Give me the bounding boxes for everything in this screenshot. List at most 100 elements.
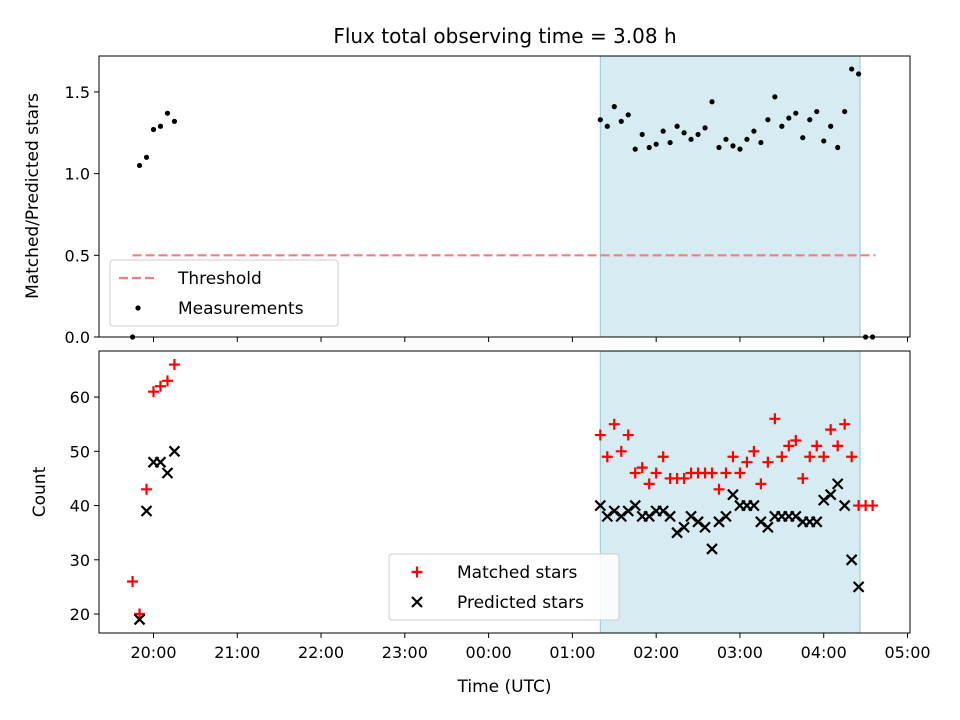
- predicted-star-point: [713, 516, 725, 528]
- matched-star-point: [776, 451, 788, 463]
- matched-star-point: [720, 467, 732, 479]
- x-tick-label: 00:00: [466, 643, 512, 662]
- legend-box: [109, 259, 339, 327]
- measurement-point: [751, 128, 757, 134]
- measurement-point: [772, 94, 778, 100]
- legend-measurement-swatch: [135, 305, 141, 311]
- y-tick-label: 40: [70, 497, 90, 516]
- measurement-point: [164, 110, 171, 116]
- matched-star-point: [594, 429, 606, 441]
- matched-star-point: [706, 467, 718, 479]
- x-tick-label: 01:00: [549, 643, 595, 662]
- predicted-star-point: [168, 445, 181, 458]
- matched-star-point: [622, 429, 634, 441]
- matched-star-point: [678, 472, 690, 484]
- axes-frame: [98, 55, 911, 338]
- measurement-point: [604, 123, 610, 129]
- matched-star-point: [615, 445, 627, 457]
- y-tick-label: 30: [70, 551, 90, 570]
- legend-box: [388, 553, 620, 621]
- measurement-point: [730, 143, 736, 149]
- matched-star-point: [650, 467, 662, 479]
- matched-star-point: [846, 451, 858, 463]
- predicted-star-point: [748, 499, 760, 512]
- matched-star-point: [818, 451, 830, 463]
- measurement-point: [856, 71, 862, 77]
- matched-star-point: [748, 445, 760, 457]
- series-predicted-stars: [133, 445, 865, 626]
- y-tick-label: 1.5: [65, 83, 90, 102]
- legend-predicted-swatch: [411, 596, 423, 608]
- matched-star-point: [839, 418, 851, 430]
- x-tick-label: 02:00: [633, 643, 679, 662]
- axes-frame: [98, 350, 911, 634]
- matched-star-point: [161, 375, 173, 387]
- predicted-star-point: [154, 456, 167, 468]
- predicted-star-point: [706, 543, 718, 555]
- measurement-point: [597, 117, 603, 123]
- matched-star-point: [727, 451, 739, 463]
- x-tick-label: 20:00: [130, 643, 176, 662]
- chart-title: Flux total observing time = 3.08 h: [333, 24, 676, 48]
- predicted-star-point: [817, 494, 830, 506]
- matched-star-point: [643, 478, 655, 490]
- matched-star-point: [141, 483, 153, 495]
- matched-star-point: [811, 440, 823, 452]
- measurement-point: [800, 135, 806, 141]
- x-tick-label: 21:00: [214, 643, 260, 662]
- predicted-star-point: [608, 505, 621, 517]
- predicted-star-point: [678, 521, 690, 534]
- measurement-point: [842, 108, 848, 115]
- predicted-star-point: [133, 613, 146, 626]
- predicted-star-point: [161, 467, 174, 479]
- measurement-point: [821, 138, 827, 144]
- measurement-point: [828, 123, 834, 129]
- x-axis-label: Time (UTC): [457, 677, 552, 697]
- predicted-star-point: [629, 499, 641, 512]
- matched-star-point: [783, 440, 795, 452]
- predicted-star-point: [685, 510, 697, 523]
- measurement-point: [779, 123, 785, 129]
- matched-star-point: [134, 608, 146, 620]
- predicted-star-point: [810, 516, 823, 528]
- measurement-point: [143, 154, 150, 160]
- measurement-point: [611, 104, 617, 110]
- measurement-point: [786, 115, 792, 121]
- measurement-point: [758, 139, 764, 146]
- predicted-star-point: [838, 499, 851, 512]
- top-panel: 0.0 0.5 1.0 1.5 Matched/Predicted stars Thres…: [23, 55, 911, 347]
- bottom-panel: 20 30 40 50 60 20:00 21:00 22:00 23:00 00:00 01:00…: [30, 350, 931, 697]
- measurement-point: [723, 136, 729, 142]
- measurement-point: [625, 112, 631, 118]
- measurement-point: [157, 123, 164, 129]
- observing-window-span: [599, 55, 861, 338]
- predicted-star-point: [852, 581, 865, 593]
- legend: Matched stars Predicted stars: [388, 553, 620, 621]
- measurement-point: [744, 136, 750, 142]
- matched-star-point: [629, 467, 641, 479]
- measurement-point: [639, 131, 645, 138]
- predicted-star-point: [831, 478, 844, 490]
- legend-matched-swatch: [411, 566, 423, 578]
- matched-star-point: [769, 413, 781, 425]
- predicted-star-point: [671, 526, 683, 539]
- y-tick-label: 0.5: [65, 246, 90, 265]
- series-measurements: [129, 66, 876, 340]
- x-tick-label: 05:00: [884, 643, 930, 662]
- x-tick-label: 04:00: [801, 643, 847, 662]
- x-tick-label: 23:00: [382, 643, 428, 662]
- predicted-star-point: [845, 554, 858, 566]
- matched-star-point: [154, 380, 166, 392]
- matched-star-point: [713, 483, 725, 495]
- measurement-point: [660, 128, 666, 134]
- measurement-point: [653, 141, 659, 147]
- matched-star-point: [636, 462, 648, 474]
- measurement-point: [695, 131, 701, 138]
- matched-star-point: [148, 386, 159, 398]
- predicted-star-point: [699, 521, 711, 534]
- matched-star-point: [762, 456, 774, 468]
- predicted-star-point: [790, 510, 802, 523]
- measurement-point: [835, 144, 841, 151]
- measurement-point: [618, 118, 624, 124]
